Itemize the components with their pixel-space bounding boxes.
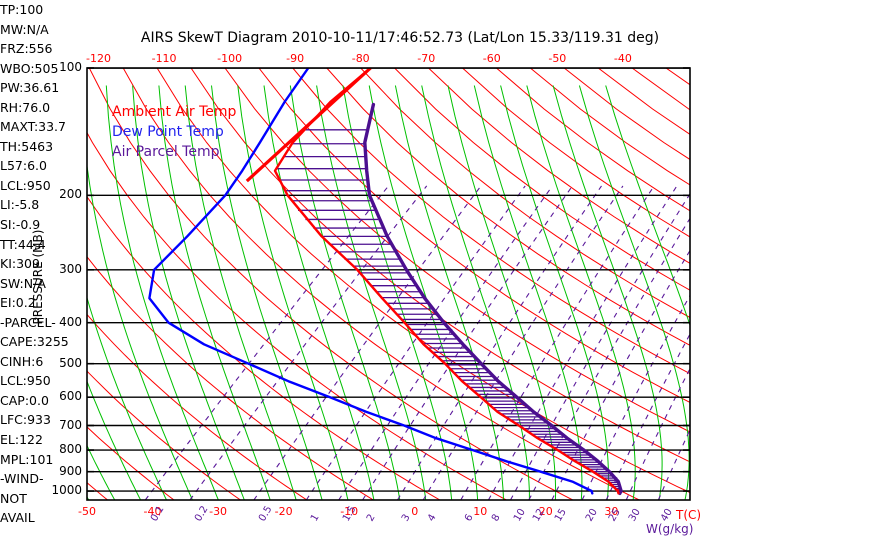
bottom-temp-tick-10: 10 <box>473 505 488 518</box>
bottom-temp-tick-20: 20 <box>538 505 553 518</box>
pressure-tick-800: 800 <box>59 442 82 457</box>
pressure-tick-200: 200 <box>59 187 82 202</box>
legend-item-2: Air Parcel Temp <box>112 144 220 160</box>
legend-item-1: Dew Point Temp <box>112 124 224 140</box>
sounding-param-10: LI:-5.8 <box>0 197 40 213</box>
sounding-param-19: LCL:950 <box>0 373 51 389</box>
sounding-param-17: CAPE:3255 <box>0 334 69 350</box>
dewpoint-curve <box>148 68 594 495</box>
sounding-param-0: TP:100 <box>0 2 44 17</box>
sounding-param-11: SI:-0.9 <box>0 217 41 233</box>
sounding-param-9: LCL:950 <box>0 177 51 193</box>
pressure-tick-700: 700 <box>59 417 82 432</box>
ambient-temp-curve <box>273 68 620 495</box>
bottom-temp-tick--50: -50 <box>78 505 96 518</box>
sounding-param-2: FRZ:556 <box>0 41 53 57</box>
chart-title: AIRS SkewT Diagram 2010-10-11/17:46:52.7… <box>140 30 660 46</box>
sounding-param-7: TH:5463 <box>0 138 54 154</box>
sounding-param-6: MAXT:33.7 <box>0 119 66 135</box>
sounding-param-5: RH:76.0 <box>0 99 51 115</box>
profile-curves <box>148 68 623 496</box>
sounding-param-8: L57:6.0 <box>0 158 47 174</box>
sounding-param-20: CAP:0.0 <box>0 392 49 408</box>
top-temp-tick--50: -50 <box>548 52 567 65</box>
top-temp-tick--70: -70 <box>417 52 436 65</box>
sounding-param-16: -PARCEL- <box>0 314 56 330</box>
sounding-param-1: MW:N/A <box>0 21 49 37</box>
sounding-param-4: PW:36.61 <box>0 80 60 96</box>
sounding-param-21: LFC:933 <box>0 412 51 428</box>
top-temp-tick--110: -110 <box>151 52 177 65</box>
grid-lines <box>87 68 690 500</box>
sounding-param-3: WBO:505 <box>0 60 59 76</box>
sounding-param-23: MPL:101 <box>0 451 54 467</box>
sounding-param-12: TT:44.4 <box>0 236 46 252</box>
axis-ticks <box>87 67 690 492</box>
pressure-tick-600: 600 <box>59 389 82 404</box>
cape-hatch-region <box>276 129 621 494</box>
bottom-temp-tick-0: 0 <box>411 505 419 518</box>
bottom-temp-tick-30: 30 <box>604 505 619 518</box>
bottom-temp-tick--30: -30 <box>209 505 228 518</box>
plot-frame <box>86 67 691 501</box>
top-temp-tick--80: -80 <box>351 52 370 65</box>
legend-item-0: Ambient Air Temp <box>112 104 237 120</box>
mixing-ratio-axis-label: W(g/kg) <box>646 522 694 536</box>
sounding-param-25: NOT <box>0 490 27 506</box>
sounding-param-26: AVAIL <box>0 510 35 526</box>
sounding-param-13: KI:309 <box>0 256 40 272</box>
bottom-temp-tick--20: -20 <box>274 505 293 518</box>
sounding-param-15: EI:0.2 <box>0 295 36 311</box>
sounding-param-18: CINH:6 <box>0 353 44 369</box>
sounding-param-14: SW:N/A <box>0 275 46 291</box>
sounding-param-24: -WIND- <box>0 471 44 487</box>
bottom-temp-tick--10: -10 <box>340 505 359 518</box>
pressure-tick-300: 300 <box>59 261 82 276</box>
pressure-tick-400: 400 <box>59 314 82 329</box>
pressure-tick-500: 500 <box>59 355 82 370</box>
top-temp-tick--60: -60 <box>482 52 501 65</box>
temperature-axis-label: T(C) <box>676 508 702 522</box>
top-temp-tick--90: -90 <box>286 52 305 65</box>
sounding-parameters-panel: TP:100 MW:N/A FRZ:556 WBO:505 PW:36.61 RH:76.… <box>0 0 160 528</box>
top-temp-tick--120: -120 <box>86 52 112 65</box>
top-temp-tick--100: -100 <box>217 52 243 65</box>
pressure-tick-1000: 1000 <box>51 483 82 498</box>
sounding-param-22: EL:122 <box>0 432 43 448</box>
top-temp-tick--40: -40 <box>613 52 632 65</box>
parcel-temp-curve <box>363 102 623 496</box>
pressure-tick-100: 100 <box>59 60 82 74</box>
pressure-tick-900: 900 <box>59 463 82 478</box>
bottom-temp-tick--40: -40 <box>143 505 162 518</box>
